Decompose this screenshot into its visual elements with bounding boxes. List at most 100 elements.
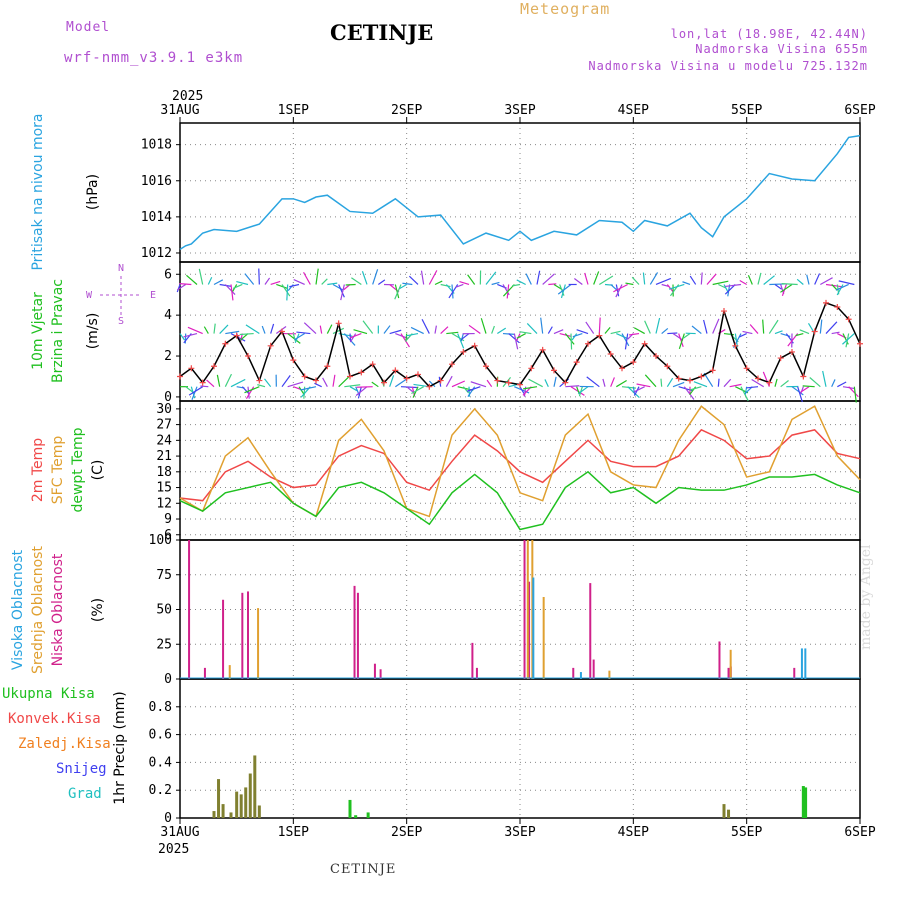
wind-arrow <box>389 375 395 387</box>
wind-arrow <box>706 273 717 285</box>
meteogram-label: Meteogram <box>520 0 611 18</box>
wind-arrow <box>757 272 762 285</box>
wind-arrow <box>723 378 732 388</box>
wind-arrow <box>819 319 823 334</box>
wind-arrow <box>559 332 572 338</box>
precip-bar <box>253 755 257 818</box>
wind-arrow <box>241 386 250 395</box>
wind-arrow <box>428 270 438 285</box>
wind-arrow <box>853 386 857 403</box>
wind-gust-marker <box>777 355 784 362</box>
temp-label: 2m Temp <box>30 438 46 502</box>
wind-arrow <box>289 283 300 288</box>
date-label-bottom: 31AUG <box>160 825 199 840</box>
wind-arrow <box>624 333 629 350</box>
precip-bar <box>804 787 808 818</box>
wind-arrow <box>462 386 469 394</box>
wind-arrow <box>303 271 311 285</box>
date-label-top: 31AUG <box>160 103 199 118</box>
wind-arrow <box>774 283 782 290</box>
wind-arrow <box>176 283 186 291</box>
wind-arrow <box>412 386 419 398</box>
wind-gust-marker <box>789 348 795 355</box>
cloud-bar <box>203 667 206 679</box>
wind-arrow <box>322 377 328 387</box>
cloud-units: (%) <box>90 598 106 622</box>
wind-arrow <box>394 284 400 299</box>
wind-arrow <box>281 375 291 388</box>
wind-arrow <box>683 333 691 339</box>
y-tick-label: 1016 <box>141 174 172 189</box>
wind-arrow <box>491 281 500 286</box>
date-label-bottom: 6SEP <box>844 825 875 840</box>
wind-arrow <box>457 333 465 349</box>
wind-arrow <box>327 282 338 286</box>
precip-legend: Grad <box>68 786 102 802</box>
wind-arrow <box>345 283 356 286</box>
wind-arrow <box>179 283 192 286</box>
pressure-title: Pritisak na nivou mora <box>30 113 46 270</box>
wind-arrow <box>468 324 481 335</box>
wind-arrow <box>631 276 640 285</box>
wind-arrow <box>264 378 272 388</box>
cloud-bar <box>356 592 359 679</box>
wind-arrow <box>825 321 838 334</box>
wind-gust-marker <box>811 328 818 335</box>
wind-gust-marker <box>471 342 478 349</box>
wind-arrow <box>319 325 323 334</box>
wind-arrow <box>564 333 575 345</box>
wind-arrow <box>642 272 646 285</box>
wind-gust-marker <box>290 357 297 364</box>
y-tick-label: 0 <box>164 672 172 687</box>
precip-bar <box>366 812 370 818</box>
y-tick-label: 12 <box>156 496 172 511</box>
wind-arrow <box>445 375 453 387</box>
wind-arrow <box>655 277 672 286</box>
wind-arrow <box>287 381 304 388</box>
wind-arrow <box>519 386 525 394</box>
wind-arrow <box>219 324 229 334</box>
wind-arrow <box>613 283 628 293</box>
wind-arrow <box>176 284 181 293</box>
wind-gust-marker <box>845 316 852 323</box>
lonlat-text: lon,lat (18.98E, 42.44N) <box>670 27 868 41</box>
wind-gust-marker <box>449 361 455 368</box>
precip-legend: Snijeg <box>56 761 107 777</box>
y-tick-label: 0.4 <box>149 755 173 770</box>
wind-arrow <box>729 383 742 388</box>
y-tick-label: 1012 <box>141 246 172 261</box>
compass-s: S <box>118 316 124 327</box>
y-tick-label: 50 <box>156 603 172 618</box>
wind-arrow <box>570 333 573 350</box>
wind-arrow <box>356 386 373 388</box>
wind-arrow <box>576 329 589 335</box>
y-tick-label: 21 <box>156 449 172 464</box>
cloud-bar <box>729 649 732 679</box>
date-label-bottom: 1SEP <box>278 825 309 840</box>
wind-arrow <box>394 378 408 388</box>
y-tick-label: 6 <box>164 267 172 282</box>
wind-arrow <box>281 284 291 297</box>
wind-arrow <box>293 279 305 286</box>
wind-arrow <box>831 284 838 291</box>
wind-arrow <box>343 333 356 346</box>
wind-gust-marker <box>630 359 637 366</box>
wind-arrow <box>712 280 729 286</box>
wind-arrow <box>230 378 246 388</box>
wind-arrow <box>261 325 266 334</box>
wind-arrow <box>206 379 215 388</box>
wind-arrow <box>440 326 449 334</box>
wind-gust-marker <box>596 332 603 339</box>
wind-arrow <box>814 273 821 285</box>
wind-arrow <box>239 332 254 336</box>
wind-arrow <box>353 329 368 335</box>
wind-arrow <box>560 284 566 299</box>
wind-arrow <box>244 386 260 394</box>
wind-gust-marker <box>709 367 716 374</box>
cloud-bar <box>542 596 545 679</box>
wind-arrow <box>203 326 209 334</box>
wind-arrow <box>460 333 470 341</box>
wind-arrow <box>183 332 198 338</box>
wind-arrow <box>513 333 519 350</box>
wind-arrow <box>739 333 747 338</box>
